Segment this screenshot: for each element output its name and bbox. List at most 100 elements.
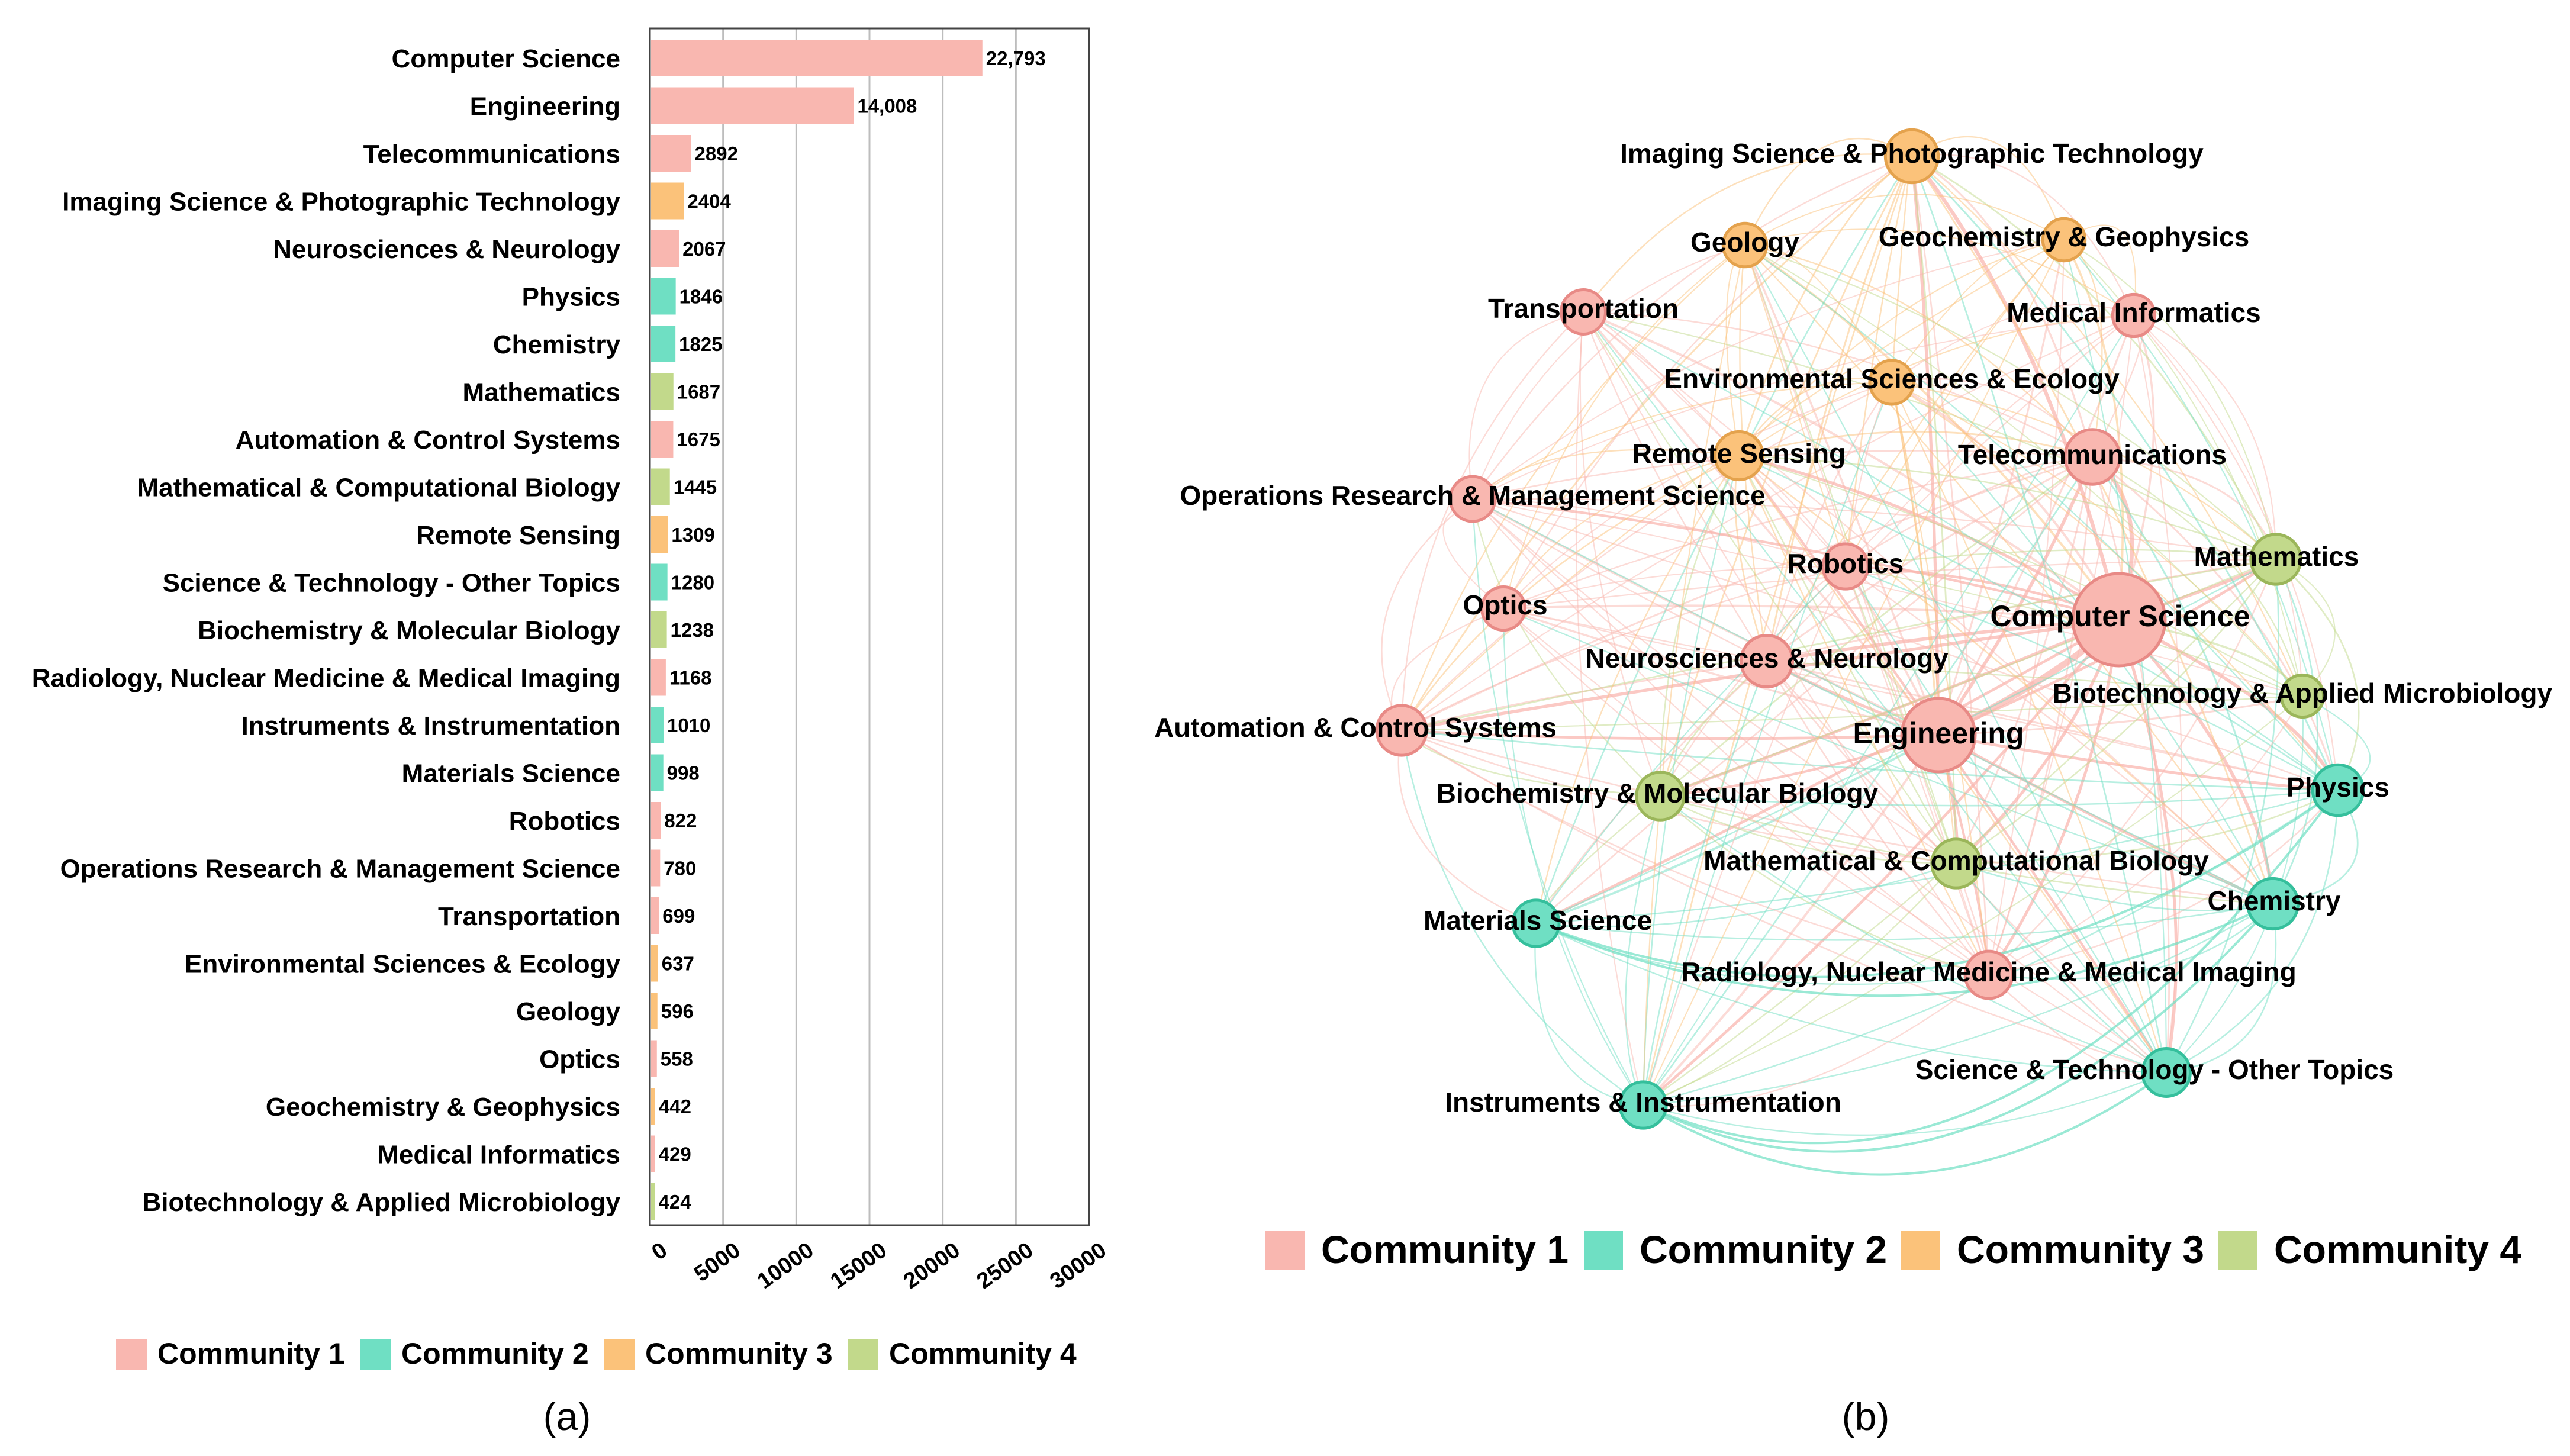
edge (1660, 795, 1957, 865)
node-label: Geochemistry & Geophysics (1879, 221, 2249, 252)
edge (1401, 565, 1846, 732)
legend-label: Community 2 (401, 1337, 589, 1370)
network-panel: Computer Science Engineering Telecommunica… (1154, 128, 2553, 1438)
edge (1738, 378, 1892, 456)
edge (1401, 729, 2273, 905)
value-label: 558 (661, 1048, 693, 1070)
edge (2063, 239, 2303, 697)
value-label: 1309 (671, 524, 714, 546)
bar-chart-value-labels: 22,793 14,008 2892 2404 2067 1846 1825 1687 1675… (658, 47, 1045, 1213)
category-label: Mathematical & Computational Biology (137, 473, 620, 502)
edge (1502, 608, 1644, 1106)
node-label: Operations Research & Management Science (1180, 480, 1765, 511)
edge (1738, 455, 2339, 791)
node-label: Imaging Science & Photographic Technolog… (1620, 138, 2204, 169)
legend-swatch (1901, 1231, 1940, 1270)
legend-label: Community 3 (645, 1337, 833, 1370)
edge (1535, 789, 2339, 978)
x-tick-label: 10000 (753, 1238, 819, 1294)
edge (1503, 456, 2093, 610)
edge (1535, 903, 2273, 941)
edge (1845, 566, 2273, 904)
edge (1503, 608, 2167, 1073)
edge (1503, 558, 2276, 610)
category-label: Optics (539, 1045, 620, 1074)
edge (2118, 315, 2155, 620)
edge (1660, 789, 2339, 807)
legend-label: Community 2 (1640, 1228, 1887, 1271)
edge (1643, 903, 2274, 1153)
edge (1937, 734, 2168, 1074)
edge (2166, 790, 2339, 1074)
edge (1472, 315, 2134, 500)
x-tick-label: 5000 (690, 1238, 745, 1287)
edge (1738, 314, 2134, 456)
category-label: Automation & Control Systems (236, 426, 620, 455)
edge (1744, 244, 1846, 567)
node-label: Instruments & Instrumentation (1445, 1087, 1841, 1117)
edge (1643, 1071, 2167, 1136)
edge (1766, 382, 1892, 662)
value-label: 1825 (679, 333, 722, 355)
edge (2166, 903, 2277, 1074)
node-label: Biotechnology & Applied Microbiology (2053, 678, 2553, 708)
node-label: Remote Sensing (1632, 438, 1846, 469)
value-label: 2404 (687, 191, 731, 212)
category-label: Environmental Sciences & Ecology (185, 950, 621, 979)
network-node (2246, 877, 2300, 931)
edge (1472, 155, 1912, 500)
category-label: Biochemistry & Molecular Biology (198, 616, 620, 645)
value-label: 596 (661, 1000, 694, 1022)
edge (2091, 456, 2170, 1073)
edge (1472, 498, 1989, 975)
edge (1472, 450, 2093, 500)
edge (2133, 315, 2303, 697)
network-node (2111, 292, 2157, 339)
network-node (2279, 673, 2326, 719)
x-tick-label: 30000 (1045, 1238, 1111, 1294)
edge (1844, 566, 1957, 864)
edge (1910, 156, 1940, 736)
legend-label: Community 1 (1321, 1228, 1569, 1271)
network-node (1448, 475, 1497, 523)
network-node (1618, 1080, 1668, 1130)
bar (651, 421, 674, 458)
category-label: Instruments & Instrumentation (241, 711, 621, 740)
category-label: Geochemistry & Geophysics (266, 1093, 620, 1122)
edge (1845, 565, 2339, 791)
network-node (1480, 585, 1527, 632)
network-node (2249, 533, 2302, 586)
edge (1397, 730, 1537, 925)
edge (1502, 156, 1912, 609)
edge (1401, 381, 1892, 731)
legend-swatch (848, 1339, 878, 1370)
node-label: Chemistry (2208, 885, 2341, 916)
node-label: Materials Science (1424, 905, 1652, 936)
value-label: 1687 (677, 381, 720, 403)
edge (1472, 497, 2120, 621)
edge (1988, 559, 2277, 975)
panel-label-a: (a) (543, 1394, 591, 1438)
edge (1643, 695, 2303, 1106)
value-label: 2067 (682, 238, 726, 260)
edge (1471, 498, 1644, 1106)
category-label: Operations Research & Management Science (60, 855, 620, 884)
network-node (1930, 837, 1982, 890)
edge (1503, 607, 2273, 905)
bar (651, 707, 664, 743)
edge (1503, 244, 1745, 609)
bar (651, 563, 668, 601)
legend-label: Community 4 (2274, 1228, 2521, 1271)
edge (1575, 311, 1644, 1106)
edge (1891, 382, 2303, 697)
node-label: Telecommunications (1958, 439, 2227, 470)
edge (1845, 549, 2276, 568)
edge (1642, 382, 1892, 1106)
edge (1660, 795, 2167, 1074)
category-label: Neurosciences & Neurology (273, 235, 620, 264)
category-label: Computer Science (392, 44, 620, 73)
edge (1738, 430, 2093, 458)
value-label: 442 (659, 1096, 691, 1117)
bar-chart-bars (651, 40, 983, 1220)
